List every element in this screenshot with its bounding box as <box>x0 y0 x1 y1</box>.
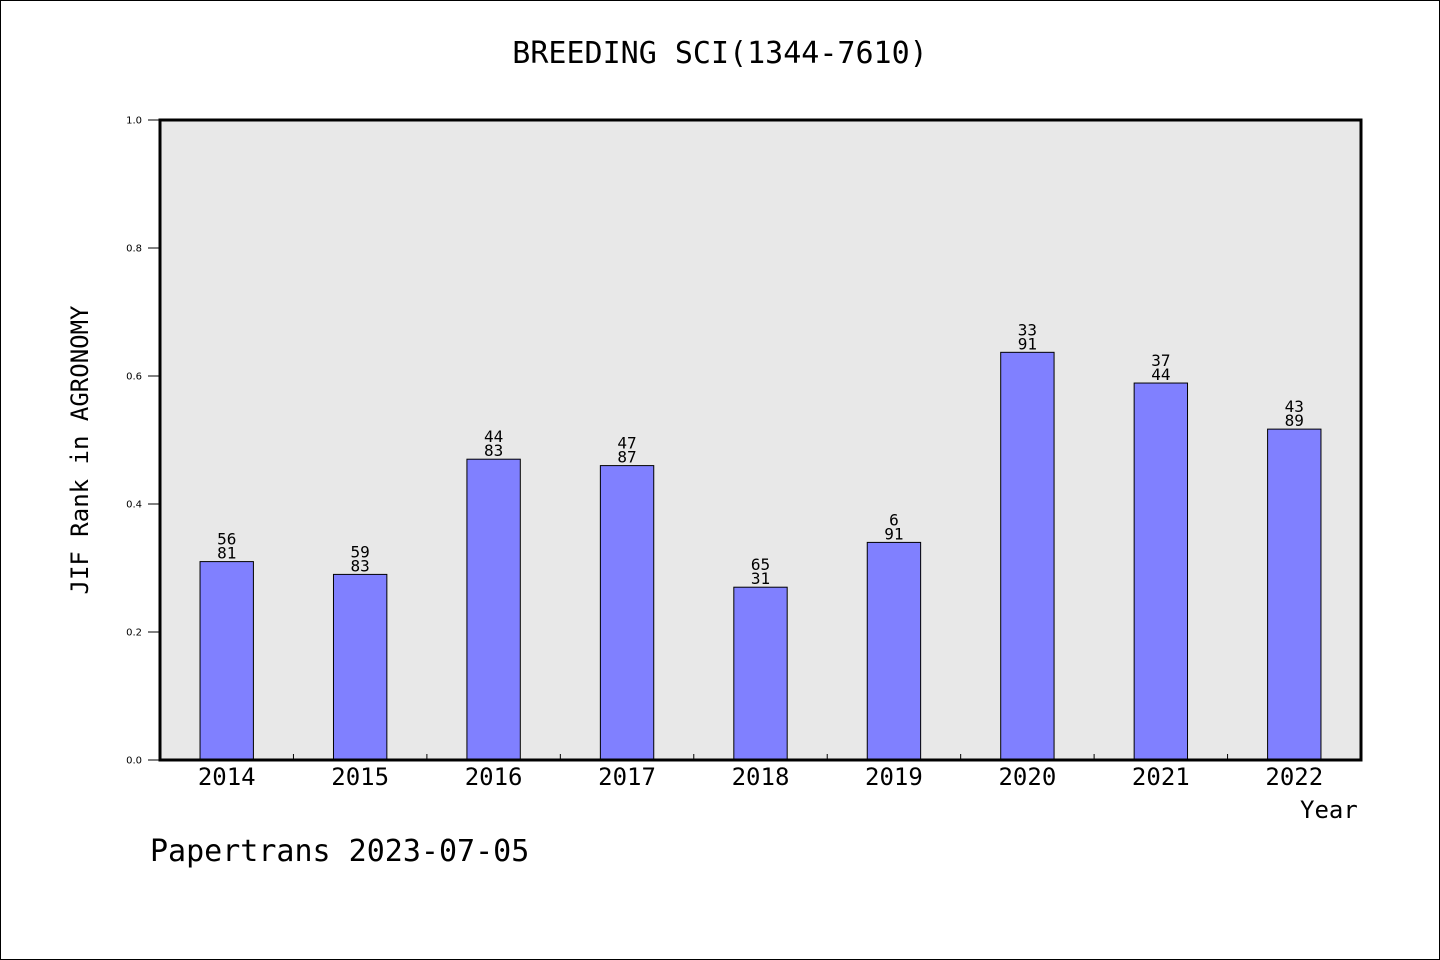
bar-label-bottom: 87 <box>617 448 636 467</box>
bar-label-bottom: 91 <box>1018 334 1037 353</box>
bar-label-top: 44 <box>484 427 503 446</box>
bar-label-bottom: 81 <box>217 544 236 563</box>
y-tick-label: 0.6 <box>126 372 142 383</box>
bars-group <box>199 351 1322 761</box>
bar-2018 <box>733 586 788 761</box>
bar-label-top: 59 <box>351 542 370 561</box>
x-tick-label: 2018 <box>732 763 790 791</box>
bar-2016 <box>466 458 521 761</box>
bar-2022 <box>1267 428 1322 761</box>
bar-2020 <box>1000 351 1055 761</box>
bar-label-bottom: 44 <box>1151 365 1170 384</box>
bar-label-bottom: 83 <box>484 441 503 460</box>
y-tick-label: 1.0 <box>126 116 142 127</box>
y-tick-label: 0.0 <box>126 756 142 767</box>
x-tick-label: 2020 <box>998 763 1056 791</box>
x-tick-label: 2017 <box>598 763 656 791</box>
bar-label-bottom: 83 <box>351 556 370 575</box>
bar-label-top: 43 <box>1285 397 1304 416</box>
y-tick-label: 0.2 <box>126 628 142 639</box>
bar-2015 <box>332 573 388 761</box>
bar-2021 <box>1133 382 1189 761</box>
chart-title: BREEDING SCI(1344-7610) <box>512 36 928 71</box>
bar-label-bottom: 89 <box>1285 411 1304 430</box>
bar-label-top: 47 <box>617 434 636 453</box>
x-axis: 2014 2015 2016 2017 2018 2019 2020 2021 2022 <box>198 754 1323 791</box>
x-tick-label: 2016 <box>465 763 523 791</box>
x-tick-label: 2014 <box>198 763 256 791</box>
footer-credit: Papertrans 2023-07-05 <box>150 834 530 869</box>
bar-label-top: 56 <box>217 530 236 549</box>
plot-border <box>158 118 1363 762</box>
bar-2019 <box>866 541 922 761</box>
y-axis: 0.0 0.2 0.4 0.6 0.8 1.0 <box>126 116 160 767</box>
bar-label-top: 65 <box>751 555 770 574</box>
x-tick-label: 2021 <box>1132 763 1190 791</box>
bar-label-top: 6 <box>889 510 899 529</box>
x-axis-label: Year <box>1300 796 1358 824</box>
bar-label-bottom: 31 <box>751 569 770 588</box>
bar-2014 <box>199 561 254 761</box>
bar-label-top: 33 <box>1018 320 1037 339</box>
y-tick-label: 0.4 <box>126 500 142 511</box>
x-tick-label: 2019 <box>865 763 923 791</box>
bar-label-top: 37 <box>1151 351 1170 370</box>
x-tick-label: 2022 <box>1265 763 1323 791</box>
x-tick-label: 2015 <box>331 763 389 791</box>
bar-2017 <box>599 465 655 761</box>
bar-label-bottom: 91 <box>884 524 903 543</box>
y-tick-label: 0.8 <box>126 244 142 255</box>
